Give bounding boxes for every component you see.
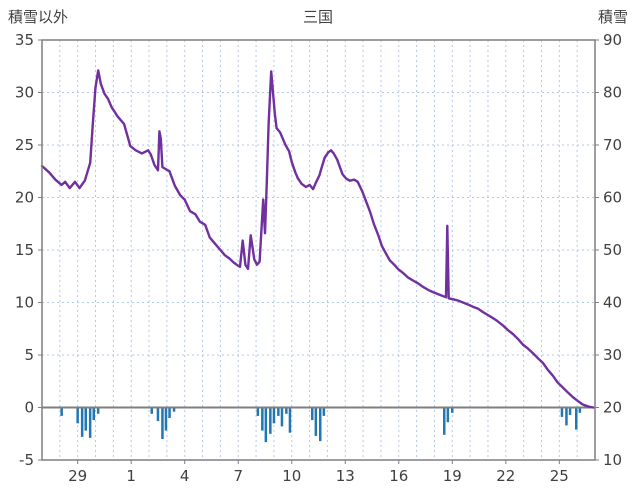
x-tick-label: 19 [443,467,462,485]
axis-tick-labels: 35 90 30 80 25 70 20 60 15 50 10 40 5 30 0 20 -5 10 29 1 4 7 1… [15,31,622,485]
right-tick-label: 30 [603,346,622,364]
line-series [40,69,595,409]
left-tick-label: 15 [15,241,34,259]
x-tick-label: 10 [282,467,301,485]
right-tick-label: 40 [603,294,622,312]
right-tick-label: 90 [603,31,622,49]
x-tick-label: 4 [180,467,190,485]
right-tick-label: 70 [603,136,622,154]
x-tick-label: 22 [496,467,515,485]
right-tick-label: 60 [603,189,622,207]
left-tick-label: 35 [15,31,34,49]
left-tick-label: 30 [15,84,34,102]
x-tick-label: 1 [126,467,136,485]
right-tick-label: 80 [603,84,622,102]
left-tick-label: -5 [19,451,34,469]
right-tick-label: 20 [603,399,622,417]
bar-series [60,407,582,443]
left-tick-label: 10 [15,294,34,312]
x-tick-label: 25 [550,467,569,485]
x-tick-label: 7 [233,467,243,485]
left-tick-label: 0 [24,399,34,417]
right-tick-label: 10 [603,451,622,469]
left-tick-label: 5 [24,346,34,364]
left-axis-title: 積雪以外 [8,8,69,26]
axis-ticks [38,39,599,464]
left-tick-label: 20 [15,189,34,207]
x-tick-label: 29 [68,467,87,485]
left-tick-label: 25 [15,136,34,154]
right-tick-label: 50 [603,241,622,259]
right-axis-title: 積雪 [597,8,628,26]
gridlines [42,40,595,460]
chart-title: 三国 [302,8,334,26]
x-tick-label: 13 [336,467,355,485]
x-tick-label: 16 [389,467,408,485]
